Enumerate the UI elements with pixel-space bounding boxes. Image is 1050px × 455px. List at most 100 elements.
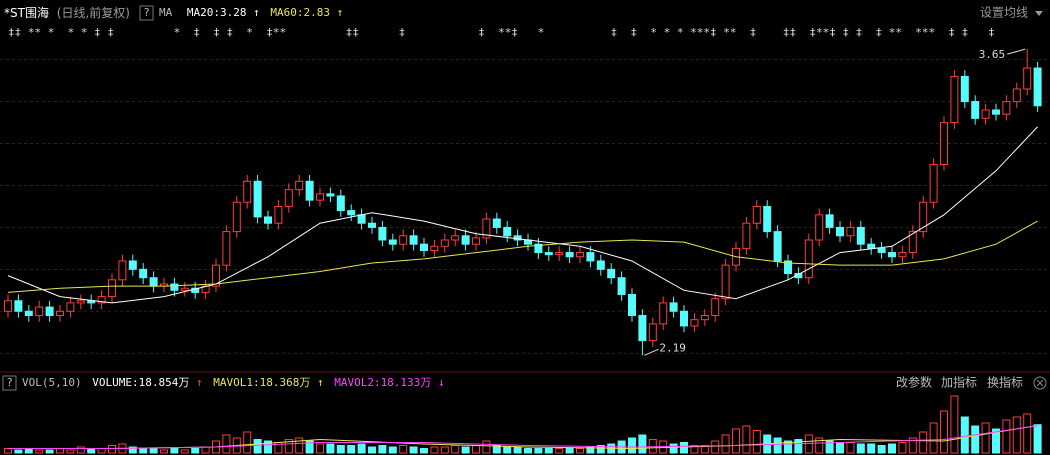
volume-bar bbox=[544, 448, 553, 454]
help[interactable]: ? bbox=[143, 6, 150, 19]
volume-bar bbox=[971, 425, 980, 454]
volume-bar bbox=[524, 448, 532, 454]
volume-bar bbox=[316, 443, 324, 454]
volume-bar bbox=[461, 446, 470, 454]
candle-body bbox=[180, 287, 189, 291]
candle-body bbox=[1033, 67, 1042, 107]
period: (日线,前复权) bbox=[57, 5, 130, 20]
volume-bar bbox=[846, 442, 855, 454]
volume-bar bbox=[513, 446, 522, 454]
candle-body bbox=[295, 180, 304, 191]
ma-line bbox=[7, 126, 1038, 304]
candle-body bbox=[628, 294, 636, 316]
help-box[interactable] bbox=[139, 5, 154, 21]
ma-line bbox=[8, 425, 1038, 449]
volume-bar bbox=[388, 446, 397, 454]
help-box[interactable] bbox=[2, 375, 17, 391]
candle-body bbox=[357, 214, 366, 224]
volume-bar bbox=[4, 448, 12, 454]
volume-bar bbox=[1023, 413, 1032, 454]
candle-body bbox=[420, 243, 428, 251]
candle-body bbox=[139, 268, 148, 279]
close-icon[interactable] bbox=[1033, 376, 1047, 390]
volume-bar bbox=[368, 446, 376, 454]
candle-body bbox=[721, 264, 730, 300]
candle-body bbox=[430, 245, 439, 251]
volume-bar bbox=[908, 437, 917, 454]
candle-body bbox=[565, 252, 574, 258]
mavol1-name: MAVOL1: bbox=[213, 376, 259, 389]
volume-bar bbox=[45, 449, 54, 454]
volume-bar bbox=[128, 446, 137, 454]
volume-bar bbox=[804, 434, 813, 454]
candle-body bbox=[763, 205, 772, 233]
volume-bar bbox=[919, 431, 928, 454]
control[interactable]: 改参数 bbox=[896, 375, 932, 390]
volume-bar bbox=[867, 443, 876, 454]
volume-bar bbox=[139, 448, 148, 454]
volume-bar bbox=[856, 443, 865, 454]
candle-body bbox=[898, 252, 907, 258]
info-markers: ‡‡ ** * * * ‡ ‡ * ‡ ‡ ‡ * ‡** ‡‡ ‡ ‡ **‡… bbox=[8, 26, 995, 39]
candle-body bbox=[336, 195, 345, 212]
control[interactable]: 换指标 bbox=[987, 375, 1023, 390]
candle-body bbox=[856, 226, 865, 245]
volume-trend: ↑ bbox=[196, 376, 203, 389]
volume-bar bbox=[825, 440, 834, 454]
header: *ST围海 (日线,前复权) bbox=[4, 5, 130, 20]
candle-body bbox=[836, 226, 844, 237]
candle-body bbox=[108, 279, 116, 298]
volume-bar bbox=[732, 428, 740, 454]
candle-body bbox=[222, 231, 231, 266]
candle-body bbox=[617, 277, 626, 296]
help[interactable]: ? bbox=[6, 376, 13, 389]
candle-body bbox=[555, 252, 564, 256]
candle-body bbox=[378, 226, 387, 241]
mavol1-value: 18.368万 bbox=[260, 376, 311, 389]
candle-body bbox=[118, 260, 127, 281]
candle-body bbox=[472, 237, 480, 245]
dropdown-arrow[interactable] bbox=[1035, 11, 1043, 16]
volume-bar bbox=[56, 448, 64, 454]
control[interactable]: 加指标 bbox=[941, 375, 977, 390]
volume-bar bbox=[721, 434, 730, 454]
volume-bar bbox=[191, 448, 200, 454]
candle-body bbox=[347, 210, 356, 216]
volume-bar bbox=[66, 449, 75, 454]
volume-bar bbox=[794, 439, 803, 454]
candle-body bbox=[607, 268, 616, 279]
volume-bar bbox=[284, 439, 293, 454]
volume-bar bbox=[222, 434, 231, 454]
settings[interactable]: 设置均线 bbox=[980, 6, 1028, 20]
volume-bar bbox=[440, 446, 449, 454]
candle-body bbox=[368, 222, 376, 228]
mavol2-name: MAVOL2: bbox=[334, 376, 380, 389]
close-icon-x[interactable] bbox=[1036, 379, 1044, 387]
candle-body bbox=[45, 306, 54, 316]
candle-body bbox=[992, 109, 1000, 115]
volume-bar bbox=[815, 437, 824, 454]
candle-body bbox=[877, 247, 886, 254]
candle-body bbox=[76, 300, 85, 304]
volume-bar bbox=[940, 410, 948, 454]
candle-body bbox=[700, 314, 709, 321]
annotation-arrow bbox=[1007, 48, 1026, 55]
candle-body bbox=[596, 260, 605, 270]
volume-bar bbox=[295, 437, 304, 454]
volume-bar bbox=[669, 443, 678, 454]
volume-bar bbox=[950, 395, 959, 454]
volume-bar bbox=[711, 440, 720, 454]
volume-name: VOLUME: bbox=[92, 376, 138, 389]
candle-body bbox=[919, 201, 928, 233]
volume-bar bbox=[430, 446, 439, 454]
volume-bar bbox=[160, 449, 168, 454]
low-annotation: 2.19 bbox=[659, 341, 686, 354]
volume-bar bbox=[76, 446, 85, 454]
volume-bar bbox=[180, 449, 189, 454]
volume-bar bbox=[108, 445, 116, 454]
candle-body bbox=[1012, 88, 1021, 103]
candle-body bbox=[680, 310, 688, 327]
volume-bar bbox=[596, 445, 605, 454]
volume-bar bbox=[503, 446, 512, 454]
candle-body bbox=[784, 260, 792, 275]
